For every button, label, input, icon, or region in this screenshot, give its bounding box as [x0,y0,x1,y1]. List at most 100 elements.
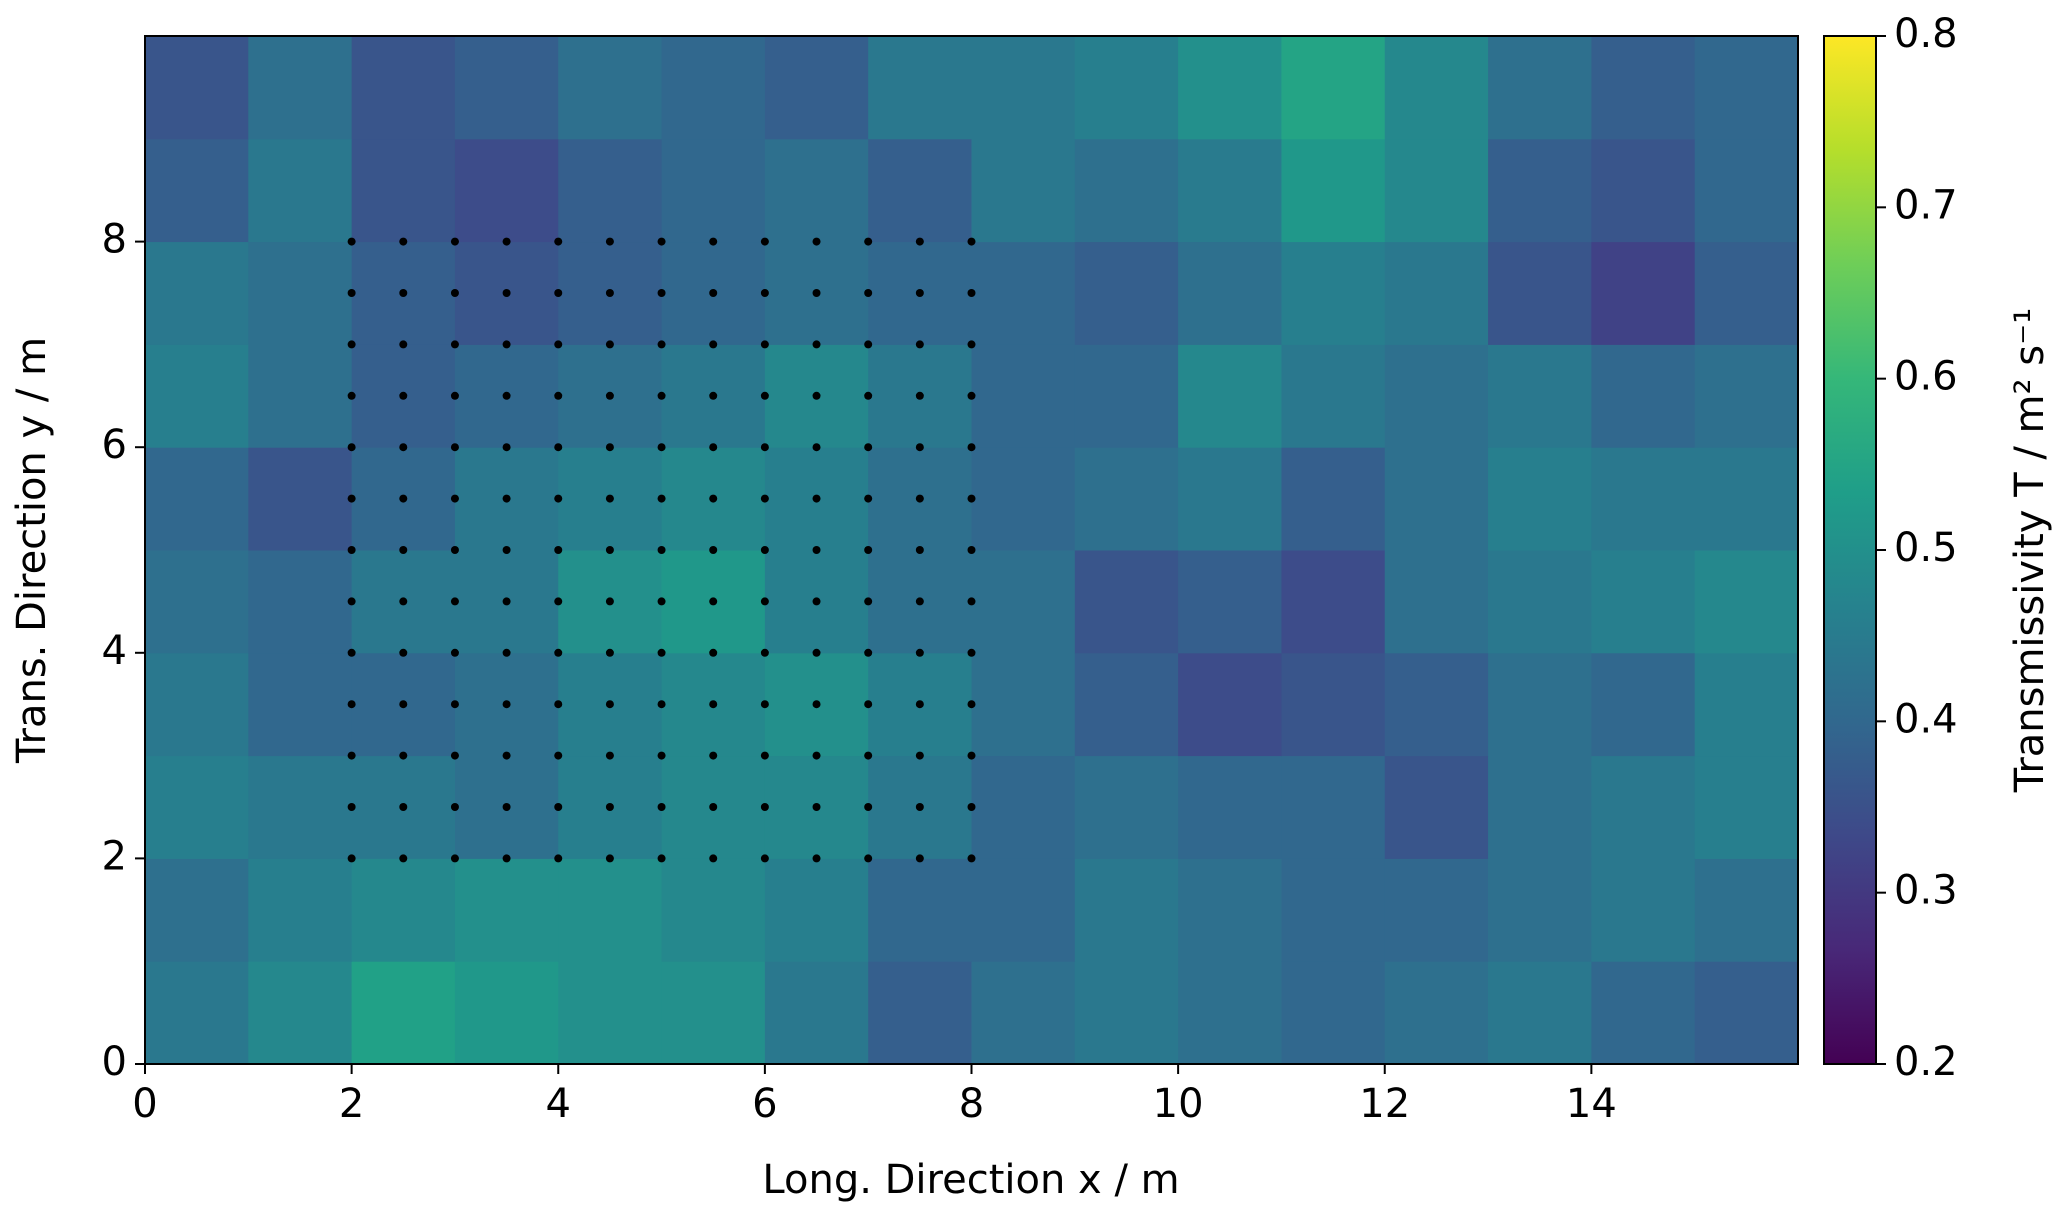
heatmap-cell [1384,344,1489,448]
point [399,443,408,452]
point [812,494,821,503]
y-tick-label: 0 [102,1039,127,1085]
heatmap-cell [248,138,353,243]
heatmap-cell [1694,550,1799,654]
heatmap-cell [661,961,766,1065]
point [605,289,614,297]
point [760,700,769,709]
colorbar-tick-label: 0.7 [1894,182,1958,228]
heatmap-cell [1074,344,1179,448]
point [967,237,976,246]
point [760,494,769,503]
point [554,494,563,503]
point [864,803,873,811]
heatmap-cell [1488,138,1592,243]
point [760,443,769,452]
y-tick-label: 2 [102,833,127,879]
point [347,546,356,554]
colorbar-tick-label: 0.4 [1894,696,1958,742]
point [967,700,976,709]
x-tick-label: 8 [959,1081,984,1127]
heatmap-cell [1591,755,1696,859]
point [554,700,563,709]
heatmap-cell [971,652,1076,757]
x-tick-label: 0 [132,1081,157,1127]
heatmap-cell [248,344,353,448]
point [709,648,718,657]
heatmap-cell [1488,858,1592,962]
point [812,648,821,657]
heatmap-cell [145,447,249,551]
heatmap-cell [1074,36,1179,140]
point [812,546,821,554]
point [915,546,924,554]
heatmap-cell [1178,241,1282,345]
heatmap-cell [351,858,456,962]
heatmap-cell [1694,241,1799,345]
point [709,237,718,246]
heatmap-cell [1281,344,1386,448]
x-axis-label: Long. Direction x / m [762,1157,1179,1203]
x-tick-label: 14 [1566,1081,1617,1127]
heatmap-cell [1074,241,1179,345]
heatmap-cell [1694,858,1799,962]
heatmap-cell [1488,344,1592,448]
point [967,443,976,452]
heatmap-cell [1178,652,1282,757]
point [709,751,718,760]
point [812,391,821,400]
point [657,803,666,811]
heatmap-cell [1281,858,1386,962]
heatmap-cell [248,447,353,551]
point [709,494,718,503]
heatmap-cell [971,138,1076,243]
heatmap-cell [145,961,249,1065]
point [450,391,459,400]
point [657,700,666,709]
heatmap-cell [558,36,663,140]
point [967,803,976,811]
point [450,597,459,606]
point [554,443,563,452]
heatmap-cell [1694,447,1799,551]
heatmap-cell [1281,138,1386,243]
point [812,340,821,349]
heatmap-cell [1384,36,1489,140]
point [502,391,511,400]
point [502,237,511,246]
point [864,289,873,297]
point [502,340,511,349]
point [812,289,821,297]
heatmap-cell [764,858,869,962]
heatmap-cell [1694,755,1799,859]
point [450,751,459,760]
point [967,391,976,400]
heatmap-cell [971,344,1076,448]
heatmap-cell [454,36,559,140]
point [915,443,924,452]
point [709,391,718,400]
heatmap-cell [1384,241,1489,345]
heatmap-cell [558,961,663,1065]
point [760,803,769,811]
y-tick-label: 8 [102,217,127,263]
heatmap-cell [1178,755,1282,859]
heatmap-cell [351,961,456,1065]
point [760,597,769,606]
heatmap-cell [145,755,249,859]
heatmap-cell [145,858,249,962]
point [347,803,356,811]
point [347,648,356,657]
point [915,237,924,246]
heatmap-cell [1591,652,1696,757]
point [812,237,821,246]
heatmap-cell [351,36,456,140]
heatmap-cell [1074,858,1179,962]
point [967,751,976,760]
point [709,443,718,452]
heatmap-cell [558,858,663,962]
heatmap-cell [248,241,353,345]
point [450,854,459,863]
point [864,494,873,503]
